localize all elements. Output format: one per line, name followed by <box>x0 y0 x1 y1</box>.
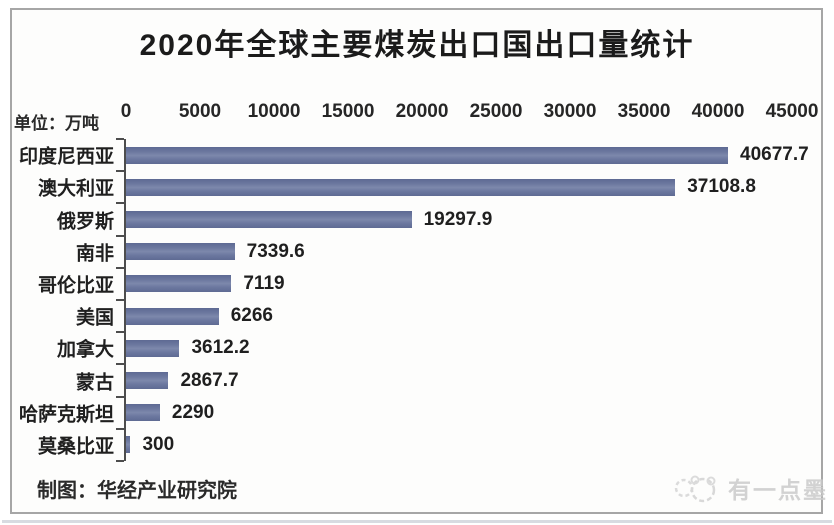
bar <box>126 404 160 422</box>
y-axis-tick-mark <box>116 427 124 430</box>
x-tick-label: 35000 <box>617 101 671 122</box>
x-tick-label: 0 <box>120 101 132 122</box>
y-axis-tick-mark <box>116 202 124 205</box>
y-axis-tick-mark <box>116 170 124 173</box>
category-label: 蒙古 <box>75 372 114 393</box>
y-axis-tick-mark <box>116 266 124 269</box>
bar <box>126 146 729 164</box>
x-tick-label: 40000 <box>691 101 745 122</box>
bar <box>126 178 676 196</box>
x-tick-label: 30000 <box>543 101 597 122</box>
category-label: 哥伦比亚 <box>37 275 114 297</box>
x-tick-label: 10000 <box>247 101 301 122</box>
source-label: 制图：华经产业研究院 <box>37 480 237 502</box>
watermark-text: 有一点墨 <box>728 477 828 503</box>
x-tick-label: 25000 <box>469 101 523 122</box>
y-axis-tick-mark <box>116 460 124 462</box>
panda-ink-logo-icon <box>674 475 716 503</box>
value-label: 19297.9 <box>423 208 493 230</box>
bar <box>126 436 131 454</box>
y-axis-tick-mark <box>116 363 124 366</box>
bar <box>126 275 232 293</box>
value-label: 6266 <box>230 305 274 327</box>
bar <box>126 372 169 389</box>
watermark: 有一点墨 <box>672 468 828 508</box>
value-label: 300 <box>142 433 175 455</box>
value-label: 3612.2 <box>191 337 250 359</box>
value-label: 7339.6 <box>246 240 305 262</box>
bar <box>126 339 180 357</box>
x-tick-label: 5000 <box>178 101 222 122</box>
x-tick-label: 20000 <box>395 101 449 122</box>
category-label: 哈萨克斯坦 <box>18 404 114 426</box>
value-label: 2290 <box>171 401 215 423</box>
category-label: 澳大利亚 <box>37 178 114 200</box>
chart-title: 2020年全球主要煤炭出口国出口量统计 <box>139 29 695 62</box>
category-label: 印度尼西亚 <box>18 146 114 168</box>
x-tick-label: 15000 <box>321 101 375 122</box>
value-label: 37108.8 <box>687 176 756 198</box>
category-label: 加拿大 <box>56 339 114 361</box>
y-axis-tick-mark <box>116 331 124 334</box>
category-label: 美国 <box>75 307 114 329</box>
unit-label: 单位：万吨 <box>14 114 99 133</box>
y-axis-tick-mark <box>116 299 124 301</box>
value-label: 7119 <box>243 272 285 294</box>
category-label: 南非 <box>75 243 114 265</box>
y-axis-tick-mark <box>116 234 124 237</box>
bar <box>126 243 235 261</box>
bottom-shadow-line <box>2 520 832 523</box>
category-label: 莫桑比亚 <box>37 436 114 458</box>
x-tick-label: 45000 <box>765 101 819 122</box>
value-label: 2867.7 <box>180 369 239 391</box>
y-axis-tick-mark <box>116 138 124 140</box>
chart-frame <box>10 8 823 514</box>
y-axis-tick-mark <box>116 395 124 398</box>
bar <box>126 307 219 325</box>
value-label: 40677.7 <box>740 144 809 166</box>
bar <box>126 211 412 228</box>
y-axis-line <box>124 139 126 461</box>
category-label: 俄罗斯 <box>56 211 114 232</box>
